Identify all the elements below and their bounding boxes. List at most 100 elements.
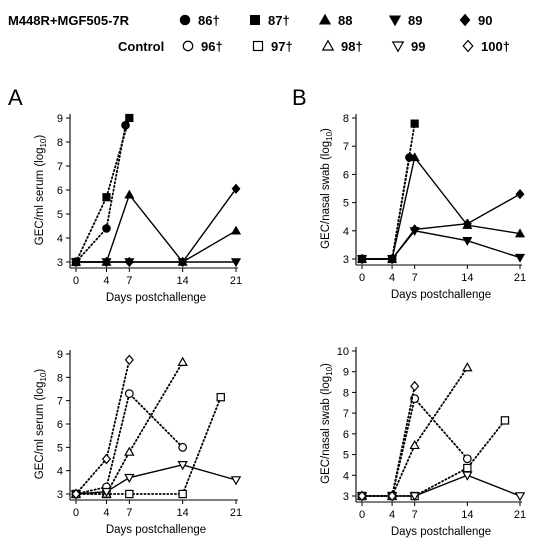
- x-tick-label: 21: [514, 509, 526, 521]
- legend-item-label: 90: [478, 13, 492, 28]
- data-point: [500, 416, 510, 425]
- data-point: [71, 256, 81, 268]
- y-tick-label: 6: [343, 429, 349, 441]
- y-tick-label: 7: [343, 141, 349, 153]
- legend-marker: [462, 39, 474, 53]
- data-point: [387, 253, 397, 265]
- chart-A-top: 3 4 5 6 7 8 9 0 4 7 14 21 Days postchallenge GEC/ml s…: [34, 113, 242, 304]
- series-line: [361, 419, 506, 497]
- x-tick-label: 0: [73, 507, 79, 519]
- x-tick-label: 14: [461, 272, 473, 284]
- x-tick-label: 4: [389, 509, 395, 521]
- x-axis-label: Days postchallenge: [391, 526, 491, 538]
- x-tick-label: 21: [230, 507, 242, 519]
- series-line: [75, 361, 184, 495]
- legend-marker: [250, 15, 260, 25]
- data-point: [410, 224, 420, 235]
- y-tick-label: 3: [343, 254, 349, 266]
- series-line: [361, 156, 411, 260]
- data-point: [387, 490, 397, 502]
- data-point: [101, 453, 112, 465]
- legend-item-label: 97†: [271, 39, 293, 54]
- data-point: [514, 253, 526, 263]
- data-point: [178, 442, 188, 452]
- data-point: [409, 439, 420, 450]
- y-tick-label: 4: [343, 226, 349, 238]
- y-axis-label: GEC/nasal swab (log10): [320, 128, 334, 249]
- data-point: [357, 490, 367, 502]
- data-point: [102, 193, 111, 202]
- y-tick-label: 5: [57, 442, 63, 454]
- data-point: [124, 256, 134, 268]
- x-tick-label: 14: [177, 275, 189, 287]
- x-tick-label: 21: [230, 275, 242, 287]
- data-point: [463, 463, 472, 473]
- x-tick-label: 0: [359, 272, 365, 284]
- x-tick-label: 4: [103, 275, 109, 287]
- x-tick-label: 14: [461, 509, 473, 521]
- y-tick-label: 4: [57, 233, 63, 245]
- x-tick-label: 4: [389, 272, 395, 284]
- legend-marker: [182, 40, 194, 52]
- data-point: [462, 454, 472, 464]
- y-tick-label: 6: [57, 185, 63, 197]
- y-tick-label: 5: [57, 209, 63, 221]
- series-line: [76, 188, 237, 263]
- x-tick-label: 7: [126, 507, 132, 519]
- y-tick-label: 6: [57, 419, 63, 431]
- y-tick-label: 3: [57, 489, 63, 501]
- series-line: [362, 230, 521, 260]
- x-tick-label: 7: [412, 272, 418, 284]
- chart-A-bottom: 3 4 5 6 7 8 9 0 4 7 14 21 Days postchallenge GEC/ml s…: [34, 349, 242, 536]
- data-point: [357, 253, 367, 265]
- x-axis-label: Days postchallenge: [106, 292, 206, 304]
- series-line: [76, 193, 237, 263]
- x-tick-label: 21: [514, 272, 526, 284]
- series-line: [362, 474, 521, 497]
- legend-item-label: 88: [338, 13, 352, 28]
- data-point: [230, 258, 242, 268]
- y-tick-label: 4: [343, 470, 349, 482]
- data-point: [462, 362, 473, 372]
- panel-label-b: B: [292, 85, 307, 110]
- legend-item-label: 86†: [198, 13, 220, 28]
- x-tick-label: 14: [177, 507, 189, 519]
- data-point: [230, 225, 242, 235]
- data-point: [102, 256, 111, 268]
- data-point: [178, 256, 188, 268]
- data-point: [410, 394, 420, 404]
- y-tick-label: 9: [57, 113, 63, 125]
- series-line: [361, 385, 416, 497]
- y-tick-label: 5: [343, 450, 349, 462]
- x-tick-label: 7: [412, 509, 418, 521]
- y-tick-label: 5: [343, 198, 349, 210]
- data-point: [410, 119, 419, 128]
- data-point: [178, 489, 187, 499]
- data-point: [177, 461, 188, 471]
- legend-marker: [179, 14, 191, 26]
- y-tick-label: 8: [343, 387, 349, 399]
- y-axis-label: GEC/ml serum (log10): [34, 135, 48, 246]
- legend-marker: [318, 13, 332, 25]
- y-tick-label: 8: [57, 372, 63, 384]
- data-point: [124, 354, 134, 366]
- data-point: [125, 489, 134, 499]
- chart-B-bottom: 3 4 5 6 7 8 9 10 0 4 7 14 21 Days postchallenge GEC/na…: [320, 346, 526, 538]
- data-point: [124, 446, 135, 456]
- data-point: [102, 224, 111, 233]
- legend-item-label: 99: [411, 39, 425, 54]
- y-tick-label: 9: [57, 349, 63, 361]
- y-tick-label: 7: [57, 161, 63, 173]
- legend-marker: [321, 39, 335, 51]
- data-point: [124, 473, 135, 484]
- y-tick-label: 8: [57, 137, 63, 149]
- data-point: [101, 487, 112, 498]
- legend-marker: [252, 40, 264, 52]
- series-line: [75, 124, 127, 263]
- charts: 3 4 5 6 7 8 9 0 4 7 14 21 Days postchallenge GEC/ml s…: [34, 113, 526, 538]
- data-point: [514, 228, 526, 238]
- data-point: [462, 218, 472, 229]
- series-line: [75, 464, 237, 495]
- data-point: [515, 188, 525, 200]
